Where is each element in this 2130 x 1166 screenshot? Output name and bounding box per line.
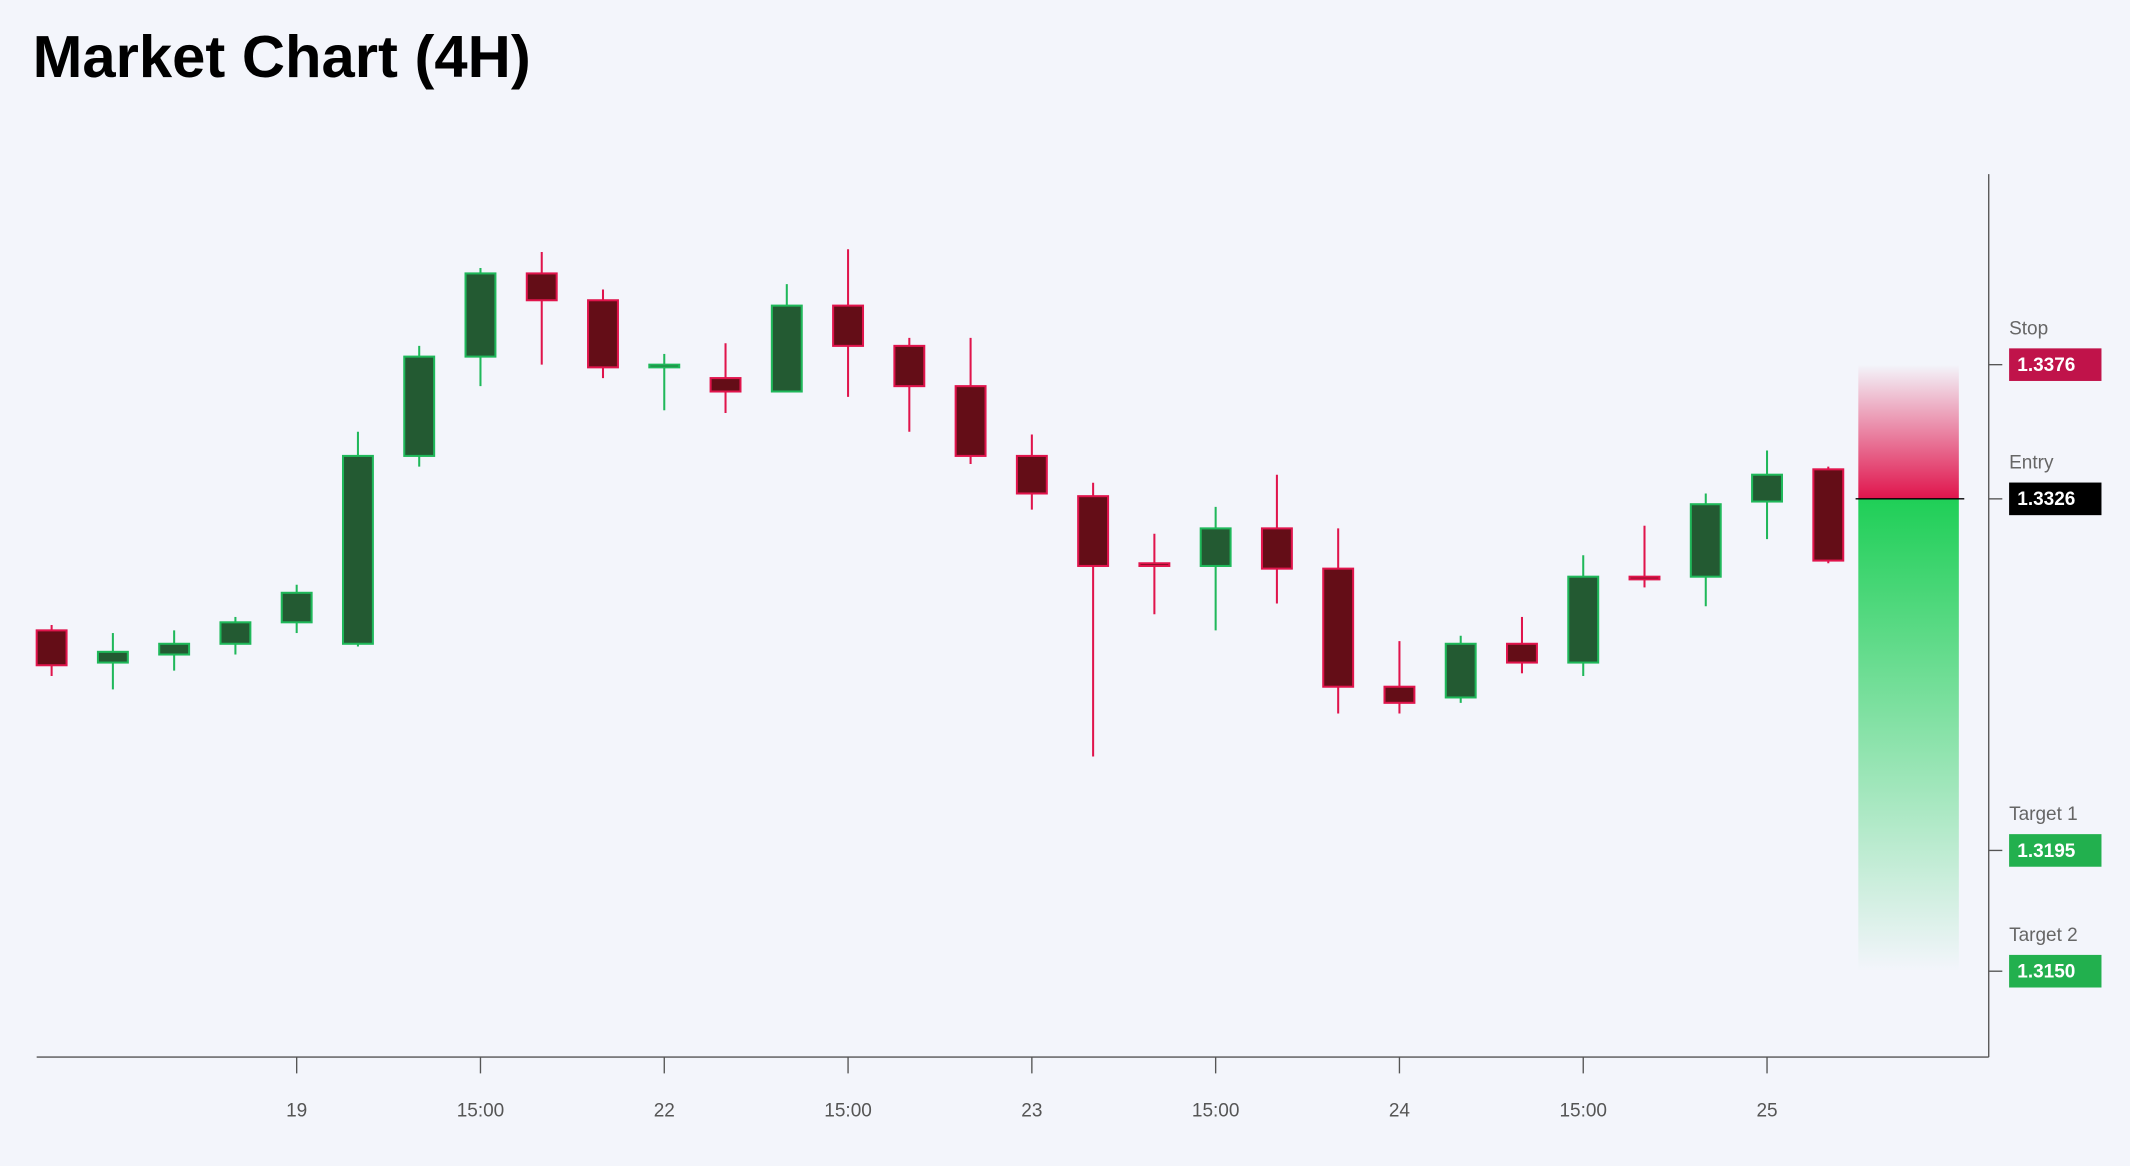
level-badge (2009, 954, 2102, 988)
candle-body (954, 385, 987, 457)
x-tick-label: 22 (654, 1100, 675, 1121)
candle-body (158, 642, 191, 656)
x-tick-label: 25 (1756, 1100, 1777, 1121)
candle-body (280, 591, 313, 624)
candle-body (525, 272, 558, 302)
stop-zone (1858, 364, 1959, 499)
level-name: Entry (2009, 453, 2054, 474)
x-tick-label: 15:00 (1559, 1100, 1607, 1121)
candle-body (403, 355, 436, 457)
candle-body (1383, 685, 1416, 704)
target-zone (1858, 498, 1959, 972)
candle-body (35, 629, 68, 667)
x-tick-label: 15:00 (457, 1100, 505, 1121)
candle-body (1199, 527, 1232, 567)
candle-body (96, 650, 129, 664)
candle-body (1751, 473, 1783, 503)
level-badge (2009, 482, 2102, 516)
level-name: Target 1 (2009, 804, 2078, 825)
candle-body (1322, 567, 1355, 688)
level-name: Target 2 (2009, 925, 2078, 946)
level-badge (2009, 348, 2102, 381)
candle-body (1506, 642, 1538, 664)
candle-body (1260, 527, 1293, 570)
candle-body (341, 454, 374, 645)
candle-body (770, 304, 803, 393)
x-tick-label: 15:00 (1192, 1100, 1240, 1121)
x-tick-label: 19 (286, 1100, 307, 1121)
level-badge (2009, 834, 2102, 867)
candle-body (1444, 642, 1477, 699)
candle-body (1689, 503, 1722, 578)
candle-body (1077, 495, 1110, 567)
x-tick-label: 15:00 (824, 1100, 872, 1121)
candle-body (648, 363, 681, 369)
candle-body (1628, 575, 1661, 581)
level-price: 1.3326 (2017, 489, 2075, 510)
candle-body (1567, 575, 1600, 664)
level-price: 1.3195 (2017, 841, 2076, 862)
candle-body (1015, 454, 1048, 495)
x-tick-label: 24 (1389, 1100, 1411, 1121)
candle-body (709, 377, 742, 393)
candle-body (464, 272, 497, 358)
candle-body (1812, 468, 1845, 562)
candle-body (893, 344, 926, 388)
level-name: Stop (2009, 318, 2048, 339)
candle-body (1138, 562, 1171, 567)
x-tick-label: 23 (1021, 1100, 1042, 1121)
candle-body (587, 299, 619, 369)
chart-title: Market Chart (4H) (33, 23, 531, 90)
level-price: 1.3150 (2017, 962, 2075, 983)
candle-body (832, 304, 865, 347)
candle-body (219, 621, 252, 645)
level-price: 1.3376 (2017, 355, 2075, 376)
